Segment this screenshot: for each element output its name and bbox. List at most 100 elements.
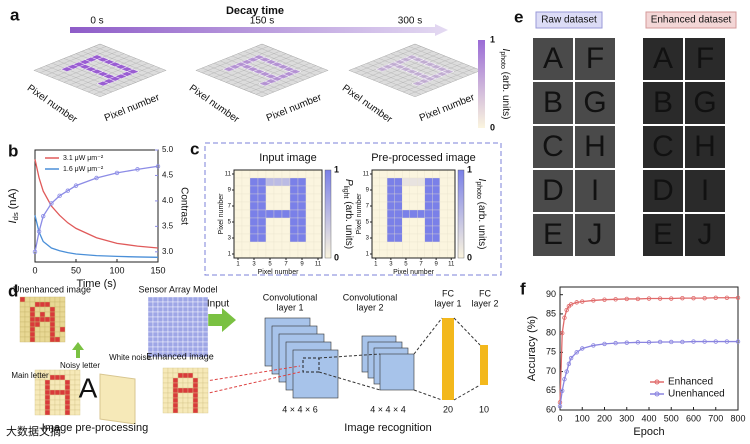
x-tick-label: 600 — [686, 413, 701, 423]
point — [669, 296, 674, 301]
y-tick-label: 9 — [228, 188, 232, 194]
pixel — [157, 321, 164, 328]
dataset-label: Raw dataset — [541, 15, 597, 26]
heat-cell — [257, 233, 267, 243]
pixel — [39, 389, 46, 396]
point — [713, 339, 718, 344]
heat-cell — [447, 217, 456, 227]
platform-grid — [384, 55, 452, 83]
pixel — [19, 316, 26, 323]
pixel — [187, 402, 194, 409]
pixel — [187, 372, 194, 379]
letter: J — [588, 218, 603, 251]
pixel — [167, 311, 174, 318]
letter: E — [543, 218, 563, 251]
pixel — [167, 387, 174, 394]
heat-cell — [241, 217, 251, 227]
pixel — [167, 382, 174, 389]
label-part: photo — [499, 51, 506, 69]
pixel — [39, 409, 46, 416]
x-tick-label: 700 — [708, 413, 723, 423]
pixel — [39, 384, 46, 391]
pixel — [162, 372, 169, 379]
heat-cell — [379, 249, 388, 259]
point — [735, 339, 741, 344]
pixel — [59, 311, 66, 318]
point — [560, 330, 565, 336]
pixel — [39, 311, 46, 318]
pixel — [59, 296, 66, 303]
pixel — [167, 341, 174, 348]
heat-cell — [289, 249, 299, 259]
platform-grid — [408, 67, 476, 95]
heat-cell — [249, 241, 259, 251]
heat-cell — [394, 249, 403, 259]
heat-cell — [289, 217, 299, 227]
pixel — [202, 351, 209, 358]
heat-cell — [432, 177, 441, 187]
axis-label: Pixel number — [103, 92, 162, 124]
pixel — [202, 397, 209, 404]
point — [557, 403, 563, 409]
pixel — [34, 384, 41, 391]
axis-label: Pixel number — [187, 83, 242, 126]
pixel — [34, 389, 41, 396]
colorbar — [457, 169, 465, 259]
layer-label: FC — [479, 288, 491, 298]
heat-cell — [447, 241, 456, 251]
pixel — [19, 296, 26, 303]
pixel — [44, 404, 51, 411]
point — [657, 296, 663, 301]
pixel — [54, 404, 61, 411]
pixel — [39, 379, 46, 386]
pixel — [197, 321, 204, 328]
legend-label: 1.6 μW μm⁻² — [63, 166, 104, 173]
heat-cell — [432, 241, 441, 251]
pixel — [29, 321, 36, 328]
pixel — [54, 369, 61, 376]
pixel — [192, 402, 199, 409]
y2-axis-label: Contrast — [178, 187, 189, 225]
heat-cell — [424, 249, 433, 259]
pixel — [59, 336, 66, 343]
letter-tile — [643, 170, 683, 212]
pixel — [19, 306, 26, 313]
heat-cell — [281, 249, 291, 259]
letter-tile — [685, 214, 725, 256]
heat-cell — [241, 241, 251, 251]
pixel — [147, 296, 154, 303]
x-tick-label: 50 — [71, 265, 81, 275]
pixel — [182, 311, 189, 318]
pixel — [182, 321, 189, 328]
panel-title: Decay time — [226, 5, 284, 17]
pixel — [202, 331, 209, 338]
platform-grid — [45, 65, 113, 93]
series-line — [34, 165, 159, 252]
panel-letter: b — [8, 141, 18, 160]
pixel — [24, 336, 31, 343]
point — [613, 297, 618, 302]
x-tick-label: 5 — [404, 262, 408, 268]
pixel — [29, 306, 36, 313]
heat-cell — [394, 217, 403, 227]
heat-cell — [432, 201, 441, 211]
heat-cell — [273, 225, 283, 235]
pixel — [162, 407, 169, 414]
letter: I — [591, 174, 599, 207]
pixel — [44, 311, 51, 318]
diagram-label: Main letter — [11, 371, 49, 380]
pixel — [69, 394, 76, 401]
pixel — [177, 397, 184, 404]
colorbar-tick: 1 — [334, 164, 339, 174]
heat-cell — [386, 241, 395, 251]
pixel — [167, 296, 174, 303]
pixel — [39, 394, 46, 401]
pixel — [187, 377, 194, 384]
heat-cell — [371, 201, 380, 211]
heat-cell — [409, 201, 418, 211]
pixel — [34, 399, 41, 406]
letter-tile — [533, 126, 573, 168]
pixel — [172, 311, 179, 318]
pixel — [162, 316, 169, 323]
pixel — [172, 306, 179, 313]
